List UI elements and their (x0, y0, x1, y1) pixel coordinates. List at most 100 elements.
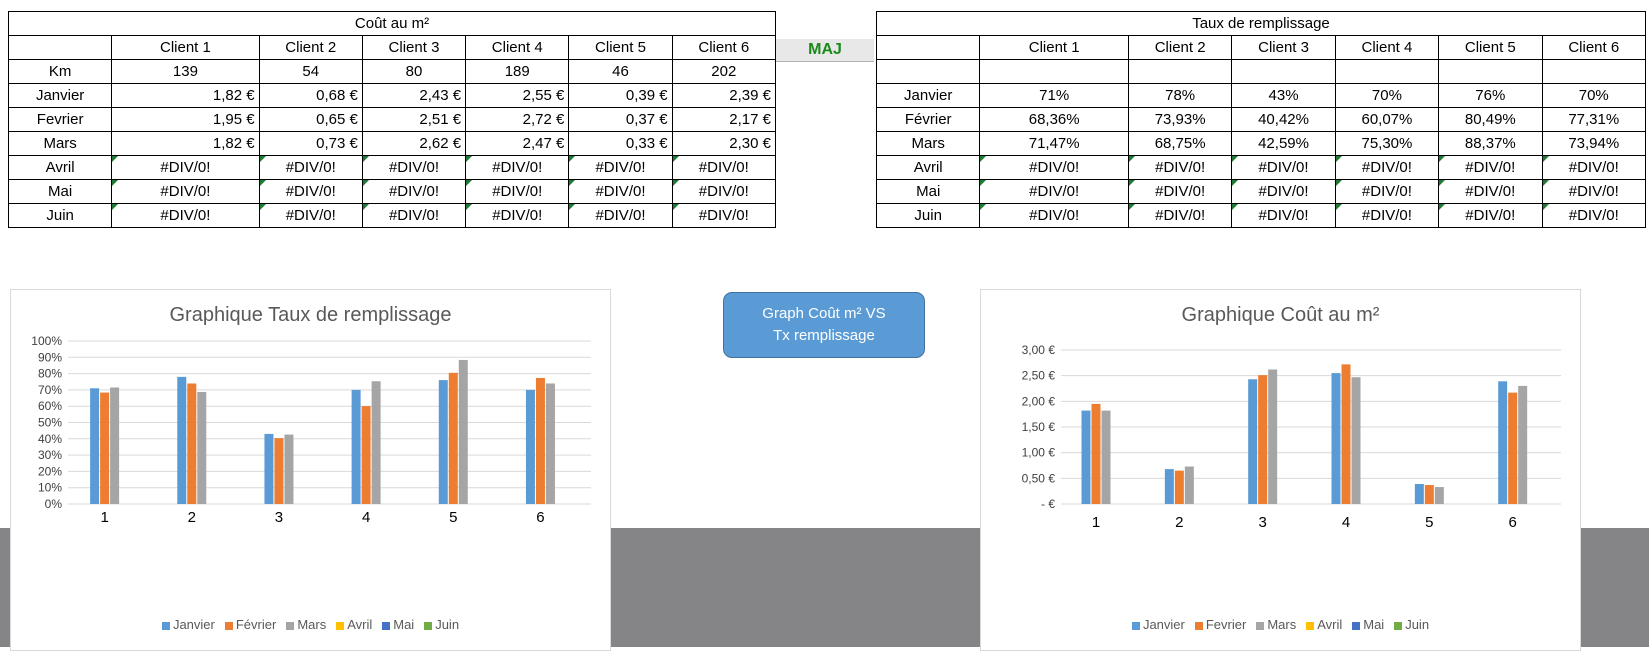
month-label[interactable]: Juin (875, 203, 981, 228)
empty-cell[interactable] (1541, 59, 1647, 84)
data-cell[interactable]: #DIV/0! (111, 155, 260, 180)
data-cell[interactable]: #DIV/0! (1541, 203, 1647, 228)
month-label[interactable]: Janvier (7, 83, 113, 108)
row-label[interactable]: Km (7, 59, 113, 84)
month-label[interactable]: Mai (875, 179, 981, 204)
data-cell[interactable]: 2,72 € (465, 107, 570, 132)
data-cell[interactable]: 73,94% (1541, 131, 1647, 156)
data-cell[interactable]: 68,75% (1127, 131, 1233, 156)
data-cell[interactable]: #DIV/0! (979, 179, 1129, 204)
data-cell[interactable]: 2,43 € (361, 83, 467, 108)
data-cell[interactable]: #DIV/0! (1231, 179, 1336, 204)
data-cell[interactable]: 77,31% (1541, 107, 1647, 132)
data-cell[interactable]: #DIV/0! (1334, 203, 1440, 228)
km-cell[interactable]: 80 (361, 59, 467, 84)
data-cell[interactable]: 0,73 € (258, 131, 363, 156)
client-header[interactable]: Client 6 (1541, 35, 1647, 60)
data-cell[interactable]: 42,59% (1231, 131, 1336, 156)
data-cell[interactable]: 73,93% (1127, 107, 1233, 132)
client-header[interactable]: Client 5 (1438, 35, 1543, 60)
data-cell[interactable]: #DIV/0! (568, 155, 673, 180)
month-label[interactable]: Mars (875, 131, 981, 156)
data-cell[interactable]: #DIV/0! (258, 179, 363, 204)
data-cell[interactable]: 43% (1231, 83, 1336, 108)
data-cell[interactable]: 71,47% (979, 131, 1129, 156)
km-cell[interactable]: 139 (111, 59, 260, 84)
data-cell[interactable]: #DIV/0! (361, 203, 467, 228)
data-cell[interactable]: 88,37% (1438, 131, 1543, 156)
data-cell[interactable]: 2,47 € (465, 131, 570, 156)
data-cell[interactable]: 2,17 € (671, 107, 777, 132)
data-cell[interactable]: #DIV/0! (979, 155, 1129, 180)
data-cell[interactable]: #DIV/0! (258, 203, 363, 228)
month-label[interactable]: Février (875, 107, 981, 132)
data-cell[interactable]: #DIV/0! (1438, 179, 1543, 204)
data-cell[interactable]: 68,36% (979, 107, 1129, 132)
data-cell[interactable]: #DIV/0! (1127, 179, 1233, 204)
km-cell[interactable]: 54 (258, 59, 363, 84)
client-header[interactable]: Client 2 (258, 35, 363, 60)
data-cell[interactable]: #DIV/0! (568, 203, 673, 228)
data-cell[interactable]: #DIV/0! (465, 155, 570, 180)
data-cell[interactable]: #DIV/0! (671, 155, 777, 180)
data-cell[interactable]: #DIV/0! (979, 203, 1129, 228)
data-cell[interactable]: 0,39 € (568, 83, 673, 108)
data-cell[interactable]: 70% (1541, 83, 1647, 108)
km-cell[interactable]: 46 (568, 59, 673, 84)
data-cell[interactable]: #DIV/0! (1231, 155, 1336, 180)
data-cell[interactable]: 60,07% (1334, 107, 1440, 132)
data-cell[interactable]: 1,82 € (111, 83, 260, 108)
table-title[interactable]: Taux de remplissage (876, 11, 1646, 36)
month-label[interactable]: Janvier (875, 83, 981, 108)
empty-cell[interactable] (1438, 59, 1543, 84)
data-cell[interactable]: 2,55 € (465, 83, 570, 108)
data-cell[interactable]: #DIV/0! (111, 179, 260, 204)
header-empty-cell[interactable] (875, 35, 981, 60)
data-cell[interactable]: #DIV/0! (1231, 203, 1336, 228)
data-cell[interactable]: 2,39 € (671, 83, 777, 108)
client-header[interactable]: Client 1 (979, 35, 1129, 60)
data-cell[interactable]: #DIV/0! (1127, 155, 1233, 180)
data-cell[interactable]: 0,65 € (258, 107, 363, 132)
month-label[interactable]: Avril (7, 155, 113, 180)
data-cell[interactable]: #DIV/0! (465, 203, 570, 228)
data-cell[interactable]: #DIV/0! (1334, 155, 1440, 180)
header-empty-cell[interactable] (7, 35, 113, 60)
client-header[interactable]: Client 2 (1127, 35, 1233, 60)
data-cell[interactable]: 80,49% (1438, 107, 1543, 132)
month-label[interactable]: Juin (7, 203, 113, 228)
client-header[interactable]: Client 3 (1231, 35, 1336, 60)
cost-per-m2-chart[interactable]: Graphique Coût au m² - € 0,50 € 1,00 € 1,50… (980, 289, 1581, 651)
data-cell[interactable]: 0,37 € (568, 107, 673, 132)
month-label[interactable]: Mai (7, 179, 113, 204)
data-cell[interactable]: 40,42% (1231, 107, 1336, 132)
empty-cell[interactable] (875, 59, 981, 84)
fill-rate-chart[interactable]: Graphique Taux de remplissage 0% 10% 20% 30… (10, 289, 611, 651)
client-header[interactable]: Client 1 (111, 35, 260, 60)
data-cell[interactable]: 1,95 € (111, 107, 260, 132)
month-label[interactable]: Mars (7, 131, 113, 156)
data-cell[interactable]: #DIV/0! (1127, 203, 1233, 228)
data-cell[interactable]: 1,82 € (111, 131, 260, 156)
data-cell[interactable]: #DIV/0! (671, 179, 777, 204)
data-cell[interactable]: 2,62 € (361, 131, 467, 156)
empty-cell[interactable] (1127, 59, 1233, 84)
empty-cell[interactable] (979, 59, 1129, 84)
data-cell[interactable]: #DIV/0! (465, 179, 570, 204)
km-cell[interactable]: 202 (671, 59, 777, 84)
data-cell[interactable]: #DIV/0! (1541, 179, 1647, 204)
data-cell[interactable]: 75,30% (1334, 131, 1440, 156)
data-cell[interactable]: 76% (1438, 83, 1543, 108)
table-title[interactable]: Coût au m² (8, 11, 776, 36)
data-cell[interactable]: 0,33 € (568, 131, 673, 156)
client-header[interactable]: Client 5 (568, 35, 673, 60)
data-cell[interactable]: #DIV/0! (1438, 155, 1543, 180)
data-cell[interactable]: #DIV/0! (1438, 203, 1543, 228)
data-cell[interactable]: #DIV/0! (361, 179, 467, 204)
data-cell[interactable]: #DIV/0! (258, 155, 363, 180)
client-header[interactable]: Client 6 (671, 35, 777, 60)
data-cell[interactable]: 2,30 € (671, 131, 777, 156)
data-cell[interactable]: #DIV/0! (568, 179, 673, 204)
km-cell[interactable]: 189 (465, 59, 570, 84)
data-cell[interactable]: #DIV/0! (361, 155, 467, 180)
